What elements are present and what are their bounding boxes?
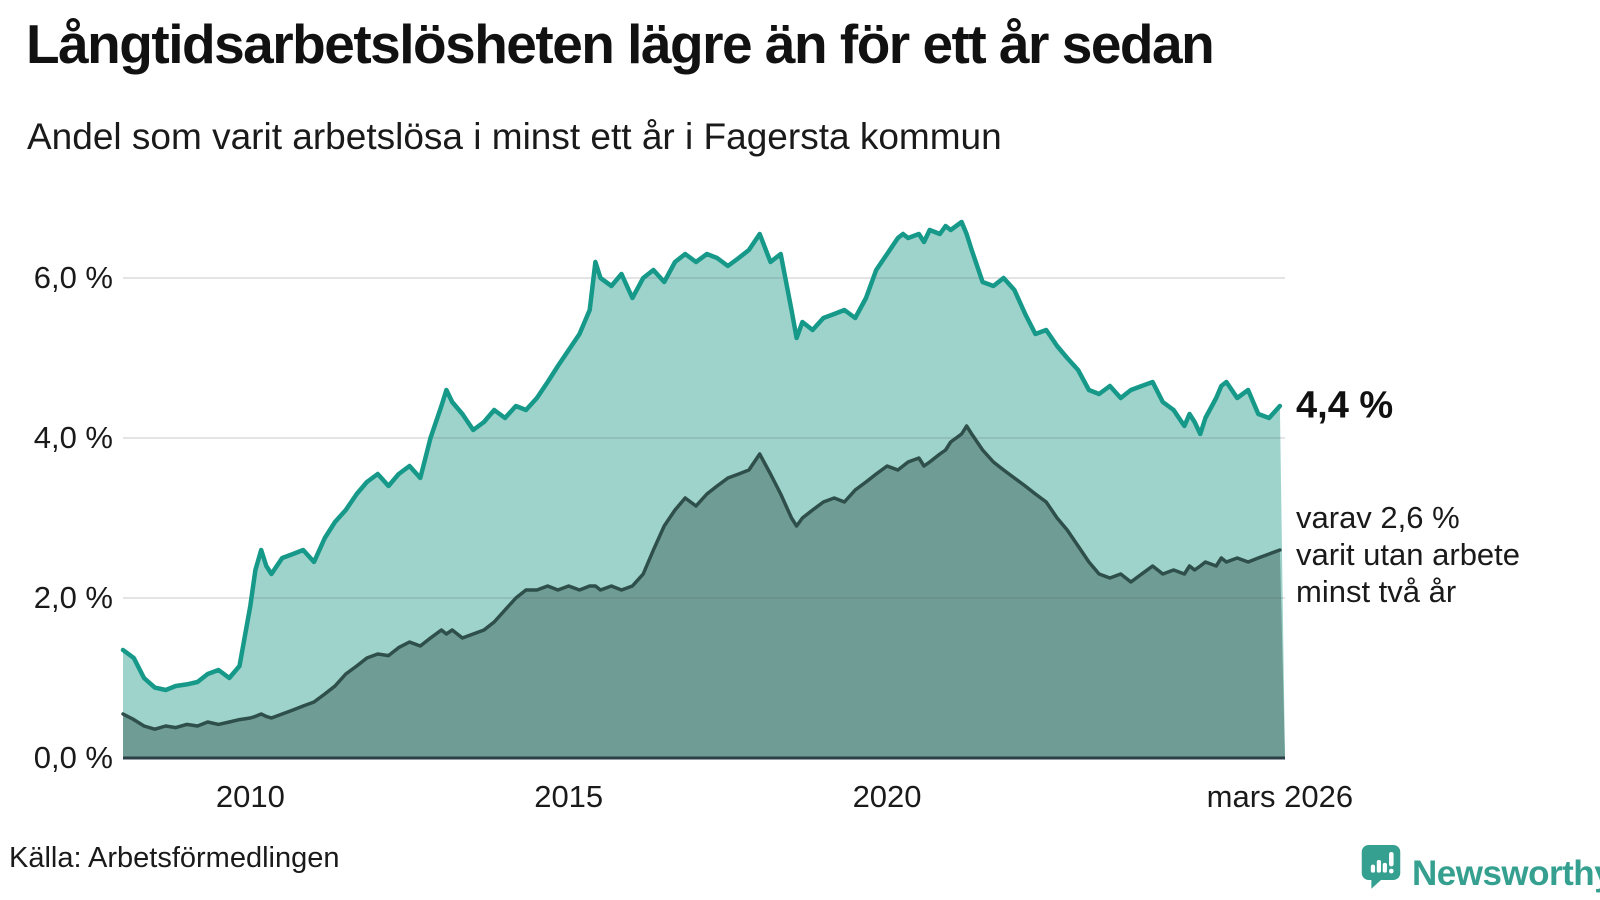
y-axis-label-4: 4,0 % xyxy=(33,420,113,455)
newsworthy-bubble-icon xyxy=(1361,845,1401,889)
latest-value-annotation: 4,4 % xyxy=(1296,384,1394,427)
x-axis-label-2010: 2010 xyxy=(215,779,285,814)
y-axis-label-6: 6,0 % xyxy=(33,260,113,295)
page-subtitle: Andel som varit arbetslösa i minst ett å… xyxy=(27,116,1002,157)
page-title: Långtidsarbetslösheten lägre än för ett … xyxy=(26,13,1215,75)
newsworthy-wordmark: Newsworthy xyxy=(1412,854,1600,893)
chart-series-lines xyxy=(120,219,1285,760)
subseries-annotation: varav 2,6 % varit utan arbete minst två … xyxy=(1296,500,1521,610)
area-chart xyxy=(120,219,1285,760)
y-axis-label-2: 2,0 % xyxy=(33,580,113,615)
newsworthy-logo: Newsworthy xyxy=(1360,845,1600,899)
chart-area-fills xyxy=(123,222,1285,758)
chart-gridlines xyxy=(123,277,1285,599)
y-axis-label-0: 0,0 % xyxy=(33,740,113,775)
x-axis-label-2020: 2020 xyxy=(852,779,922,814)
x-axis-label-mars-2026: mars 2026 xyxy=(1206,779,1354,814)
source-credit: Källa: Arbetsförmedlingen xyxy=(9,842,340,874)
x-axis-label-2015: 2015 xyxy=(534,779,604,814)
